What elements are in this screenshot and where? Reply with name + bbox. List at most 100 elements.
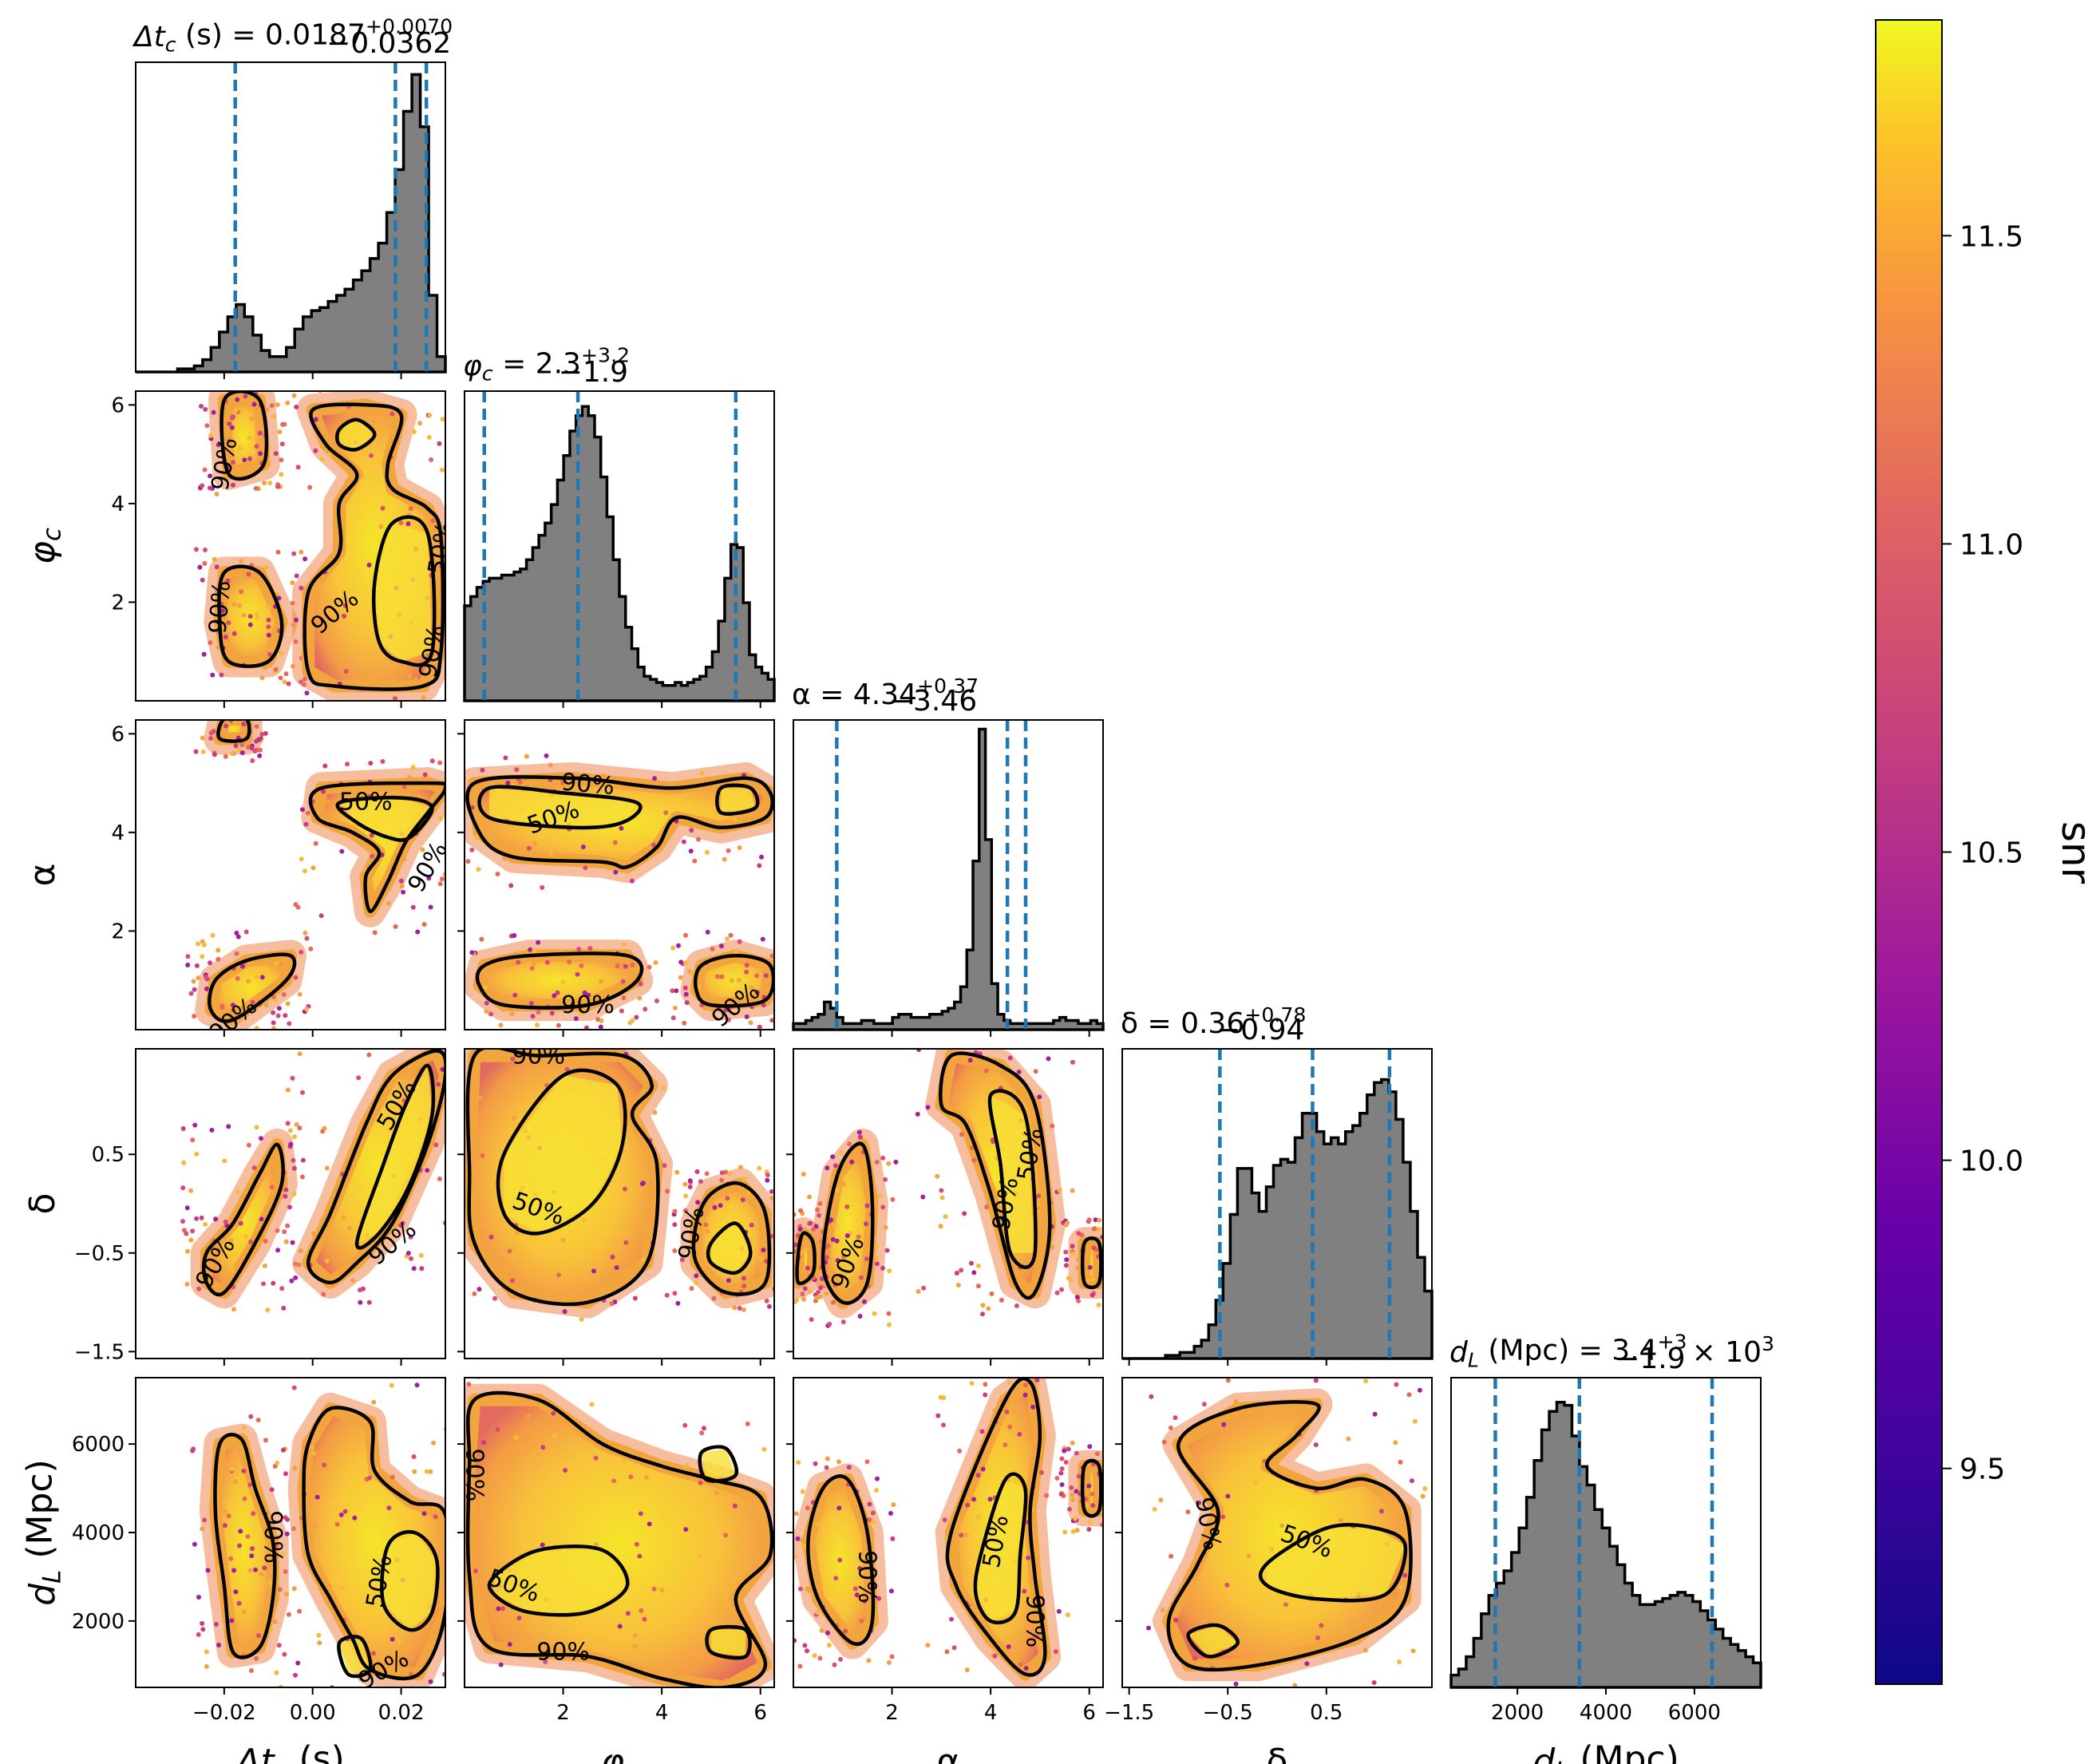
scatter-point <box>625 1611 631 1616</box>
contour-label-text: 90% <box>1021 1595 1049 1648</box>
scatter-point <box>813 1224 819 1229</box>
scatter-point <box>525 1414 531 1419</box>
scatter-point <box>880 1155 886 1161</box>
scatter-point <box>705 1228 710 1234</box>
scatter-point <box>889 1654 895 1659</box>
scatter-point <box>276 1643 282 1648</box>
scatter-point <box>316 1632 322 1638</box>
scatter-point <box>283 1239 289 1244</box>
scatter-point <box>1107 1261 1112 1266</box>
scatter-point <box>448 875 453 880</box>
scatter-point <box>757 1024 762 1030</box>
scatter-point <box>231 460 235 465</box>
scatter-point <box>1063 1263 1069 1268</box>
scatter-point <box>263 1003 269 1008</box>
scatter-point <box>192 1014 197 1019</box>
scatter-point <box>802 1643 808 1648</box>
scatter-point <box>421 1511 427 1517</box>
scatter-point <box>1074 1528 1080 1533</box>
scatter-point <box>223 1509 228 1514</box>
scatter-point <box>258 451 263 457</box>
axes-frame <box>464 719 775 1030</box>
scatter-point <box>251 706 256 710</box>
scatter-point <box>255 1418 261 1422</box>
x-tick-label: 4 <box>984 1701 998 1725</box>
x-tick-label: 4 <box>655 1701 669 1725</box>
scatter-point <box>243 929 249 935</box>
scatter-point <box>247 456 252 461</box>
scatter-point <box>354 386 358 390</box>
scatter-point <box>1117 1246 1121 1251</box>
contour-90pct <box>1080 1458 1103 1518</box>
scatter-point <box>846 1465 852 1470</box>
x-tick-label: 0.02 <box>378 1701 425 1725</box>
scatter-point <box>785 1261 790 1266</box>
scatter-point <box>239 742 245 748</box>
scatter-point <box>259 731 265 737</box>
scatter-point <box>1075 1265 1081 1271</box>
scatter-point <box>1070 1252 1076 1257</box>
scatter-point <box>285 1001 291 1007</box>
scatter-point <box>777 1173 781 1178</box>
scatter-point <box>293 1672 298 1678</box>
scatter-point <box>1065 1220 1070 1226</box>
scatter-point <box>781 1253 786 1258</box>
scatter-point <box>192 1122 198 1128</box>
scatter-point <box>778 1495 783 1500</box>
scatter-point <box>242 378 247 382</box>
scatter-point <box>200 1627 206 1632</box>
scatter-point <box>180 1219 185 1224</box>
scatter-point <box>247 714 251 719</box>
scatter-point <box>1398 1584 1403 1590</box>
scatter-point <box>366 1299 372 1305</box>
scatter-point <box>283 1193 288 1199</box>
scatter-point <box>415 929 421 935</box>
scatter-point <box>971 1497 977 1502</box>
scatter-point <box>1410 1648 1416 1654</box>
x-tick-label: 2 <box>556 1701 570 1725</box>
scatter-point <box>293 1275 299 1280</box>
scatter-point <box>266 632 271 638</box>
scatter-point <box>1070 1440 1075 1446</box>
scatter-point <box>283 1187 289 1192</box>
scatter-point <box>694 1279 699 1285</box>
contour-90pct <box>302 1406 445 1681</box>
scatter-point <box>783 1239 788 1244</box>
scatter-point <box>544 753 549 758</box>
scatter-point <box>508 883 514 888</box>
scatter-point <box>204 986 209 991</box>
scatter-point <box>267 1580 272 1586</box>
x-axis-label-delta_tc: Δtc (s) <box>234 1739 345 1764</box>
scatter-point <box>980 1311 985 1317</box>
scatter-point <box>498 1022 504 1028</box>
x-tick-label: 6 <box>1082 1701 1096 1725</box>
scatter-point <box>319 457 324 462</box>
scatter-point <box>238 1220 243 1226</box>
scatter-point <box>460 1277 465 1282</box>
scatter-point <box>310 865 316 871</box>
scatter-point <box>1054 1290 1060 1295</box>
scatter-point <box>294 573 299 579</box>
scatter-point <box>617 1624 623 1629</box>
scatter-point <box>944 1649 950 1655</box>
scatter-point <box>241 722 247 726</box>
scatter-point <box>884 1248 890 1253</box>
scatter-core <box>701 1448 736 1480</box>
scatter-point <box>793 1554 797 1560</box>
scatter-point <box>694 1169 700 1174</box>
scatter-point <box>208 433 213 438</box>
scatter-point <box>205 1568 211 1573</box>
scatter-point <box>1412 1418 1418 1424</box>
scatter-point <box>222 1158 227 1164</box>
scatter-point <box>738 1165 743 1170</box>
scatter-point <box>202 467 208 473</box>
scatter-point <box>682 1020 687 1026</box>
scatter-point <box>247 614 253 619</box>
scatter-point <box>185 1248 190 1254</box>
scatter-point <box>1016 1070 1022 1074</box>
histogram-phi_c <box>463 405 776 702</box>
scatter-point <box>273 666 279 672</box>
contour-label-text: 90% <box>259 1510 287 1564</box>
scatter-point <box>615 963 620 969</box>
scatter-point <box>284 1531 290 1537</box>
